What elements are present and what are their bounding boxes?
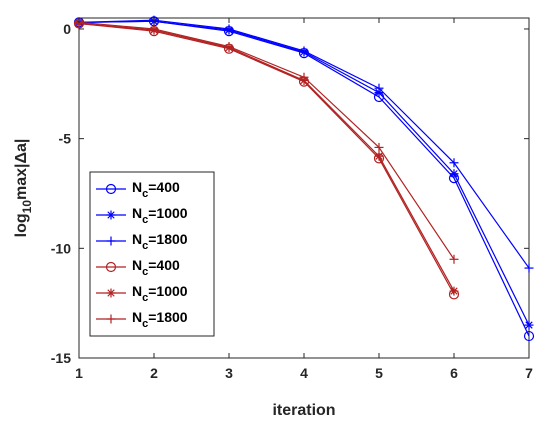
marker-plus	[149, 24, 159, 34]
x-tick-label: 6	[450, 365, 458, 381]
marker-stroke	[525, 321, 533, 329]
y-tick-label: -15	[51, 350, 71, 366]
x-tick-label: 7	[525, 365, 533, 381]
marker-star	[449, 286, 459, 296]
y-tick-label: 0	[63, 21, 71, 37]
x-axis-label: iteration	[272, 402, 335, 419]
y-axis-label-sub: 10	[20, 200, 34, 214]
legend-label: Nc=1800	[132, 309, 188, 330]
marker-plus	[224, 24, 234, 34]
marker-plus	[224, 42, 234, 52]
y-axis-label-rest: max|Δa|	[13, 139, 30, 200]
x-tick-label: 3	[225, 365, 233, 381]
legend-label: Nc=400	[132, 179, 180, 200]
y-tick-label: -10	[51, 240, 71, 256]
legend-box	[89, 171, 215, 337]
marker-plus	[299, 46, 309, 56]
legend-label: Nc=1000	[132, 283, 188, 304]
y-axis-label-base: log	[13, 213, 30, 237]
legend-entry-2: Nc=1800	[96, 231, 188, 252]
y-tick-label: -5	[59, 131, 72, 147]
marker-stroke	[107, 289, 115, 297]
marker-plus	[524, 263, 534, 273]
legend-label: Nc=1800	[132, 231, 188, 252]
marker-stroke	[450, 287, 458, 295]
x-tick-label: 5	[375, 365, 383, 381]
x-tick-label: 1	[75, 365, 83, 381]
legend-entry-3: Nc=400	[96, 257, 180, 278]
marker-circle	[105, 183, 117, 195]
marker-star	[449, 169, 459, 179]
marker-stroke	[375, 152, 383, 160]
x-tick-label: 2	[150, 365, 158, 381]
marker-plus	[374, 142, 384, 152]
marker-circle	[105, 261, 117, 273]
series-line	[78, 22, 455, 292]
y-axis-label: log10max|Δa|	[13, 139, 34, 238]
marker-plus	[106, 314, 116, 324]
series-line	[78, 21, 455, 260]
marker-plus	[374, 83, 384, 93]
marker-plus	[449, 254, 459, 264]
axis-ticks: 1 2 3 4 5 6 7 0 -5 -10 -15	[51, 18, 533, 381]
marker-stroke	[450, 170, 458, 178]
marker-star	[374, 151, 384, 161]
marker-circle	[523, 330, 535, 342]
legend-label: Nc=1000	[132, 205, 188, 226]
marker-plus	[299, 72, 309, 82]
marker-star	[524, 320, 534, 330]
legend: Nc=400 Nc=1000 Nc=1800 Nc=400 Nc=1000 Nc=1800	[89, 171, 215, 337]
legend-entry-1: Nc=1000	[96, 205, 188, 226]
marker-stroke	[107, 211, 115, 219]
marker-star	[106, 288, 116, 298]
x-tick-label: 4	[300, 365, 308, 381]
legend-entry-0: Nc=400	[96, 179, 180, 200]
marker-plus	[449, 158, 459, 168]
legend-entry-5: Nc=1800	[96, 309, 188, 330]
legend-label: Nc=400	[132, 257, 180, 278]
marker-star	[106, 210, 116, 220]
legend-entry-4: Nc=1000	[96, 283, 188, 304]
marker-plus	[106, 236, 116, 246]
series-line	[78, 22, 455, 295]
